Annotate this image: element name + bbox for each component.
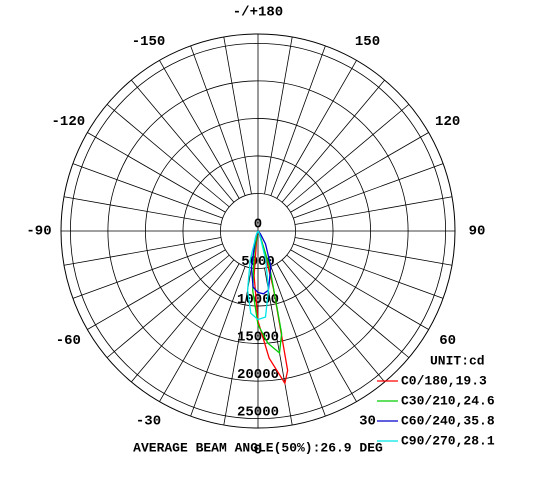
spoke xyxy=(106,254,230,358)
radial-grid-ring xyxy=(182,155,334,307)
spoke xyxy=(294,237,453,266)
angle-tick-label: 90 xyxy=(469,224,486,240)
spoke xyxy=(223,267,252,426)
spoke xyxy=(264,267,293,426)
spoke xyxy=(293,243,444,299)
spoke xyxy=(190,266,246,417)
angle-tick-label: 120 xyxy=(435,114,460,130)
angle-tick-label: 60 xyxy=(439,333,456,349)
spoke xyxy=(270,266,326,417)
series-line xyxy=(252,230,283,355)
radial-grid-ring xyxy=(145,118,371,344)
series-line xyxy=(250,230,272,295)
angle-grid-line xyxy=(159,60,240,199)
angle-tick-label: 150 xyxy=(355,34,380,50)
angle-tick-label: -/+180 xyxy=(233,5,283,21)
spoke xyxy=(294,196,453,225)
angle-grid-line xyxy=(159,263,240,402)
radial-tick-label: 15000 xyxy=(237,329,279,345)
radial-tick-label: 20000 xyxy=(237,367,279,383)
spoke xyxy=(131,259,235,383)
angle-grid-line xyxy=(290,249,429,330)
spoke xyxy=(270,45,326,196)
angle-grid-line xyxy=(87,249,226,330)
radial-grid-ring xyxy=(107,80,409,382)
radial-tick-label: 10000 xyxy=(237,292,279,308)
angle-grid-line xyxy=(276,60,357,199)
spoke xyxy=(281,79,385,203)
angle-grid-line xyxy=(290,132,429,213)
legend-label: C90/270,28.1 xyxy=(401,433,495,448)
legend-label: C30/210,24.6 xyxy=(401,393,495,408)
angle-tick-label: -150 xyxy=(132,34,166,50)
unit-label: UNIT:cd xyxy=(430,353,485,368)
angle-tick-label: -120 xyxy=(52,114,86,130)
radial-tick-label: 0 xyxy=(254,217,262,233)
angle-tick-label: -30 xyxy=(136,413,161,429)
radial-grid-ring xyxy=(220,193,296,269)
legend-label: C60/240,35.8 xyxy=(401,413,495,428)
series-line xyxy=(253,230,289,385)
spoke xyxy=(72,243,223,299)
spoke xyxy=(281,259,385,383)
beam-angle-annotation: AVERAGE BEAM ANGLE(50%):26.9 DEG xyxy=(133,440,383,455)
radial-tick-label: 25000 xyxy=(237,404,279,420)
spoke xyxy=(293,163,444,219)
angle-grid-line xyxy=(87,132,226,213)
series-line xyxy=(246,230,270,321)
spoke xyxy=(223,36,252,195)
angle-tick-label: -90 xyxy=(26,224,51,240)
legend-label: C0/180,19.3 xyxy=(401,373,487,388)
angle-tick-label: 0 xyxy=(254,443,262,459)
spoke xyxy=(63,196,222,225)
angle-tick-label: 30 xyxy=(359,413,376,429)
spoke xyxy=(286,254,410,358)
spoke xyxy=(264,36,293,195)
spoke xyxy=(190,45,246,196)
spoke xyxy=(72,163,223,219)
spoke xyxy=(131,79,235,203)
spoke xyxy=(106,104,230,208)
spoke xyxy=(63,237,222,266)
spoke xyxy=(286,104,410,208)
angle-grid-line xyxy=(276,263,357,402)
angle-tick-label: -60 xyxy=(56,333,81,349)
radial-grid-ring xyxy=(69,42,447,420)
